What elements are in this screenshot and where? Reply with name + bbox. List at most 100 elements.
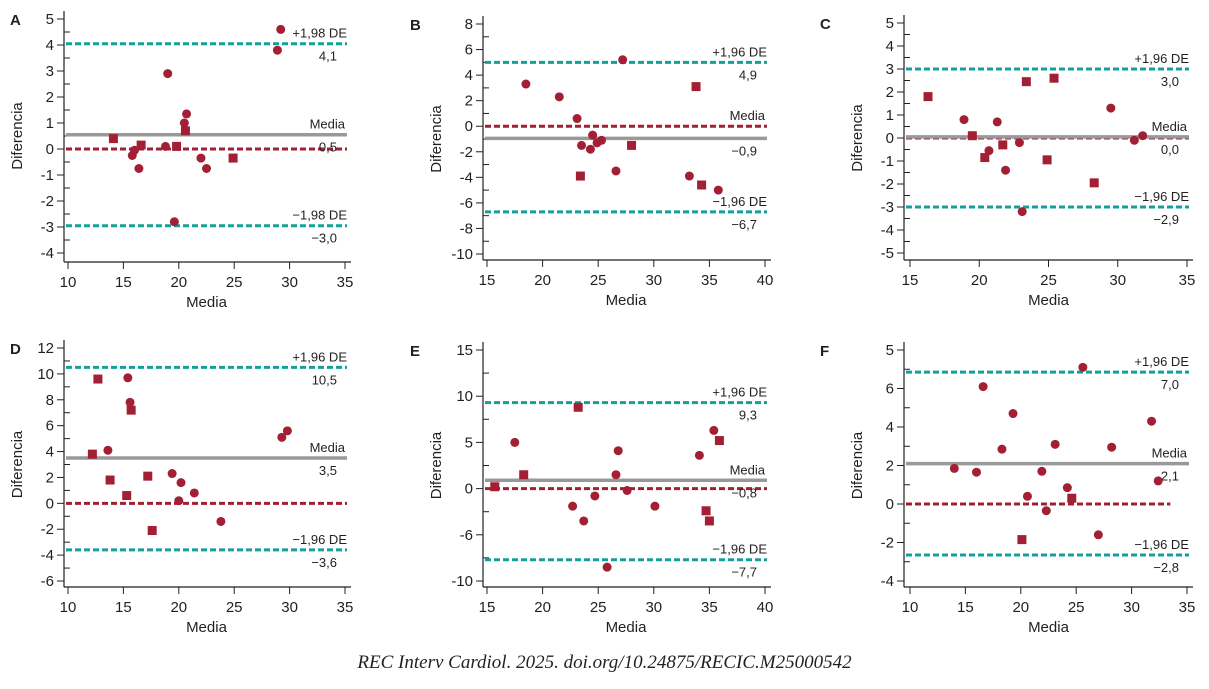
data-point-circle	[161, 141, 171, 151]
y-axis-title: Diferencia	[428, 105, 445, 173]
x-tick-label: 20	[1012, 599, 1029, 616]
data-point-circle	[125, 397, 135, 407]
mean-label: Media	[1152, 119, 1188, 134]
y-tick-label: -1	[41, 167, 54, 184]
data-point-circle	[694, 450, 704, 460]
data-point-square	[490, 482, 500, 492]
data-point-square	[923, 92, 933, 102]
panel-letter: A	[10, 12, 21, 29]
x-tick-label: 35	[701, 272, 718, 289]
panel-e: E 15 10 5 0 -6 -10 15 20 25 30 35 40 Media Diferencia +…	[400, 330, 800, 660]
data-point-circle	[650, 501, 660, 511]
y-tick-label: -2	[460, 144, 473, 161]
mean-label: Media	[730, 108, 766, 123]
upper-limit-value: 9,3	[739, 408, 757, 423]
data-point-square	[573, 402, 583, 412]
y-tick-label: 2	[46, 89, 54, 106]
data-point-circle	[174, 496, 184, 506]
data-point-circle	[510, 437, 520, 447]
y-tick-label: -3	[41, 219, 54, 236]
data-point-circle	[1022, 491, 1032, 501]
x-tick-label: 10	[60, 599, 77, 616]
lower-limit-label: −1,98 DE	[292, 208, 347, 223]
data-point-square	[1049, 73, 1059, 83]
x-tick-label: 25	[1068, 599, 1085, 616]
data-point-circle	[1147, 416, 1157, 426]
data-point-circle	[1093, 530, 1103, 540]
x-axis-title: Media	[606, 292, 648, 309]
panel-f: F 5 6 4 2 0 -2 -4 10 15 20 25 30 35 Media Diferencia +1,…	[810, 330, 1209, 660]
data-point-square	[108, 134, 118, 144]
mean-value-label: 2,1	[1161, 469, 1179, 484]
x-tick-label: 35	[1179, 599, 1196, 616]
data-point-square	[105, 475, 115, 485]
y-tick-label: -10	[451, 246, 473, 263]
data-point-circle	[276, 24, 286, 34]
panel-b: B 8 6 4 2 0 -2 -4 -6 -8 -10 15 20 25 30 35 40 Media Difere…	[400, 0, 800, 330]
data-point-square	[1021, 77, 1031, 87]
y-tick-label: -4	[41, 245, 54, 262]
data-point-circle	[554, 92, 564, 102]
data-point-circle	[169, 217, 179, 227]
x-tick-label: 40	[757, 599, 774, 616]
x-tick-label: 25	[1040, 272, 1057, 289]
panel-d: D 12 10 8 6 4 2 0 -2 -4 -6 10 15 20 25 30 35 Media Diferen…	[0, 330, 400, 660]
data-point-circle	[611, 166, 621, 176]
data-point-circle	[134, 164, 144, 173]
data-point-circle	[277, 432, 287, 442]
lower-limit-value: −3,0	[311, 231, 337, 246]
y-tick-label: 4	[46, 37, 54, 54]
x-tick-label: 30	[645, 599, 662, 616]
data-point-circle	[602, 562, 612, 572]
data-point-circle	[176, 478, 186, 488]
panel-letter: B	[410, 17, 421, 34]
y-tick-label: -3	[881, 199, 894, 216]
y-tick-label: 10	[456, 388, 473, 405]
data-point-circle	[521, 79, 531, 89]
upper-limit-label: +1,96 DE	[712, 385, 767, 400]
y-tick-label: -1	[881, 153, 894, 170]
data-point-square	[998, 140, 1008, 150]
data-point-circle	[282, 426, 292, 436]
lower-limit-label: −1,96 DE	[712, 194, 767, 209]
x-axis-title: Media	[1028, 292, 1070, 309]
data-point-circle	[611, 470, 621, 480]
y-tick-label: -2	[881, 176, 894, 193]
citation-footer: REC Interv Cardiol. 2025. doi.org/10.248…	[357, 652, 852, 673]
y-tick-label: 0	[465, 118, 473, 135]
data-point-square	[714, 436, 724, 446]
upper-limit-label: +1,96 DE	[1134, 51, 1189, 66]
upper-limit-label: +1,98 DE	[292, 26, 347, 41]
data-point-circle	[1153, 476, 1163, 486]
x-tick-label: 35	[701, 599, 718, 616]
x-tick-label: 15	[115, 599, 132, 616]
mean-label: Media	[310, 440, 346, 455]
upper-limit-value: 3,0	[1161, 74, 1179, 89]
y-tick-label: 6	[46, 418, 54, 435]
data-point-square	[697, 180, 707, 190]
y-tick-label: 2	[886, 84, 894, 101]
data-point-circle	[588, 130, 598, 140]
lower-limit-value: −7,7	[731, 565, 757, 580]
data-point-circle	[597, 135, 607, 145]
y-axis-title: Diferencia	[428, 431, 445, 499]
data-point-circle	[984, 146, 994, 156]
y-tick-label: -4	[41, 547, 54, 564]
y-tick-label: 0	[886, 130, 894, 147]
data-point-square	[180, 126, 190, 136]
y-tick-label: -4	[881, 222, 894, 239]
x-tick-label: 30	[281, 274, 298, 291]
y-tick-label: 2	[886, 458, 894, 475]
y-tick-label: 6	[886, 381, 894, 398]
upper-limit-value: 4,1	[319, 49, 337, 64]
y-tick-label: 0	[46, 495, 54, 512]
upper-limit-label: +1,96 DE	[1134, 354, 1189, 369]
data-point-circle	[167, 469, 177, 479]
lower-limit-value: −6,7	[731, 217, 757, 232]
data-point-square	[126, 405, 136, 415]
y-tick-label: 4	[46, 444, 54, 461]
x-tick-label: 35	[1179, 272, 1196, 289]
y-tick-label: 0	[46, 141, 54, 158]
x-tick-label: 15	[957, 599, 974, 616]
